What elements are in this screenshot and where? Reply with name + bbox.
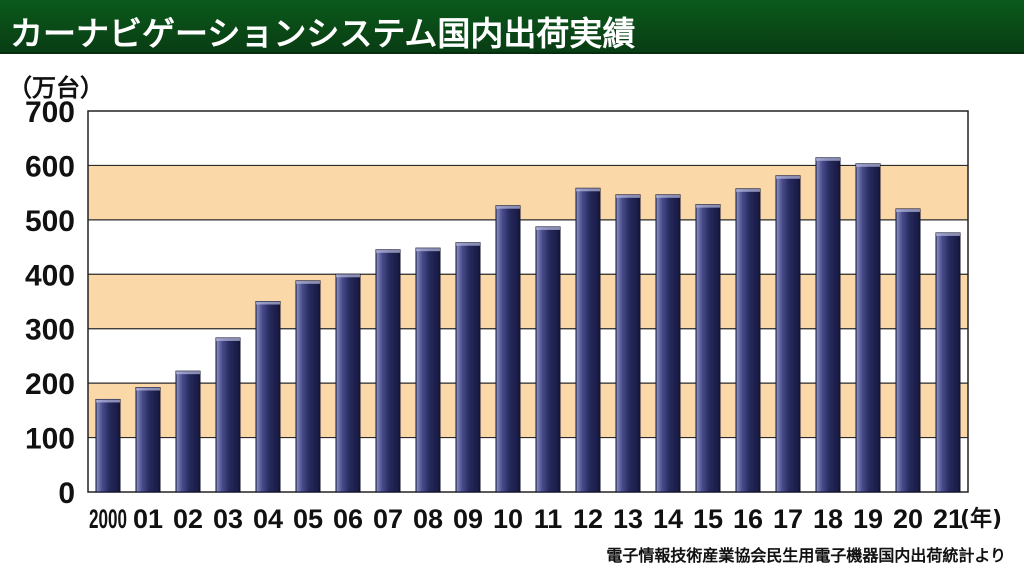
x-tick-label: 04 [253, 504, 283, 534]
bar-top-highlight [536, 226, 560, 230]
x-tick-label: 2000 [89, 504, 127, 534]
bar-13 [615, 194, 641, 493]
x-tick-label: 05 [293, 504, 323, 534]
y-tick-label: 600 [25, 150, 75, 183]
x-tick-label: 20 [893, 504, 923, 534]
x-tick-label: 19 [853, 504, 883, 534]
bar-2000 [95, 398, 121, 493]
x-tick-label: 03 [213, 504, 243, 534]
bar-17 [775, 175, 801, 493]
bar-06 [335, 273, 361, 493]
bar-top-highlight [256, 301, 280, 305]
bar-21 [935, 232, 961, 493]
bar-top-highlight [496, 205, 520, 209]
bar-11 [535, 226, 561, 493]
x-tick-label: 14 [653, 504, 683, 534]
bar-top-highlight [376, 249, 400, 253]
bar-top-highlight [736, 188, 760, 192]
y-tick-label: 700 [25, 96, 75, 129]
x-tick-label: 01 [133, 504, 163, 534]
title-bar: カーナビゲーションシステム国内出荷実績 [0, 0, 1024, 54]
bar-09 [455, 242, 481, 493]
bar-top-highlight [616, 194, 640, 198]
x-tick-label: 16 [733, 504, 763, 534]
bar-14 [655, 194, 681, 493]
x-tick-label: 17 [773, 504, 803, 534]
x-tick-label: 15 [693, 504, 723, 534]
bar-top-highlight [336, 274, 360, 278]
bar-top-highlight [176, 371, 200, 375]
x-tick-label: 06 [333, 504, 363, 534]
y-axis-unit-label: （万台） [8, 74, 104, 102]
bar-top-highlight [936, 232, 960, 236]
bar-top-highlight [576, 188, 600, 192]
x-tick-label: 18 [813, 504, 843, 534]
x-tick-label: 08 [413, 504, 443, 534]
y-tick-label: 500 [25, 205, 75, 238]
x-tick-label: 11 [534, 504, 563, 534]
bar-20 [895, 208, 921, 493]
x-tick-label: 09 [453, 504, 483, 534]
bar-05 [295, 280, 321, 493]
bar-12 [575, 187, 601, 493]
bar-top-highlight [696, 204, 720, 208]
bar-top-highlight [296, 280, 320, 284]
x-tick-label: 13 [613, 504, 643, 534]
x-tick-label: 02 [173, 504, 203, 534]
y-tick-label: 400 [25, 259, 75, 292]
bar-01 [135, 386, 161, 493]
x-tick-label: 12 [573, 504, 603, 534]
source-note: 電子情報技術産業協会民生用電子機器国内出荷統計より [606, 546, 1006, 565]
bar-04 [255, 301, 281, 493]
x-axis-unit-label: (年) [960, 506, 1002, 532]
y-tick-label: 100 [25, 423, 75, 456]
bar-15 [695, 204, 721, 493]
bar-08 [415, 247, 441, 493]
bar-top-highlight [896, 208, 920, 212]
bar-top-highlight [656, 194, 680, 198]
bar-07 [375, 249, 401, 493]
bar-top-highlight [456, 242, 480, 246]
bar-18 [815, 157, 841, 493]
bar-02 [175, 370, 201, 493]
bar-top-highlight [816, 157, 840, 161]
bar-03 [215, 337, 241, 493]
bar-top-highlight [136, 387, 160, 391]
bar-top-highlight [416, 248, 440, 252]
y-tick-label: 0 [58, 477, 75, 510]
bar-top-highlight [96, 399, 120, 403]
y-tick-label: 200 [25, 368, 75, 401]
bar-16 [735, 188, 761, 493]
bar-top-highlight [216, 337, 240, 341]
y-tick-label: 300 [25, 314, 75, 347]
x-tick-label: 21 [933, 504, 963, 534]
plot-frame [87, 110, 969, 493]
bar-top-highlight [856, 163, 880, 167]
x-tick-label: 07 [373, 504, 403, 534]
bar-10 [495, 205, 521, 493]
x-tick-label: 10 [493, 504, 523, 534]
bar-19 [855, 163, 881, 493]
chart-title: カーナビゲーションシステム国内出荷実績 [10, 14, 636, 53]
bar-top-highlight [776, 175, 800, 179]
